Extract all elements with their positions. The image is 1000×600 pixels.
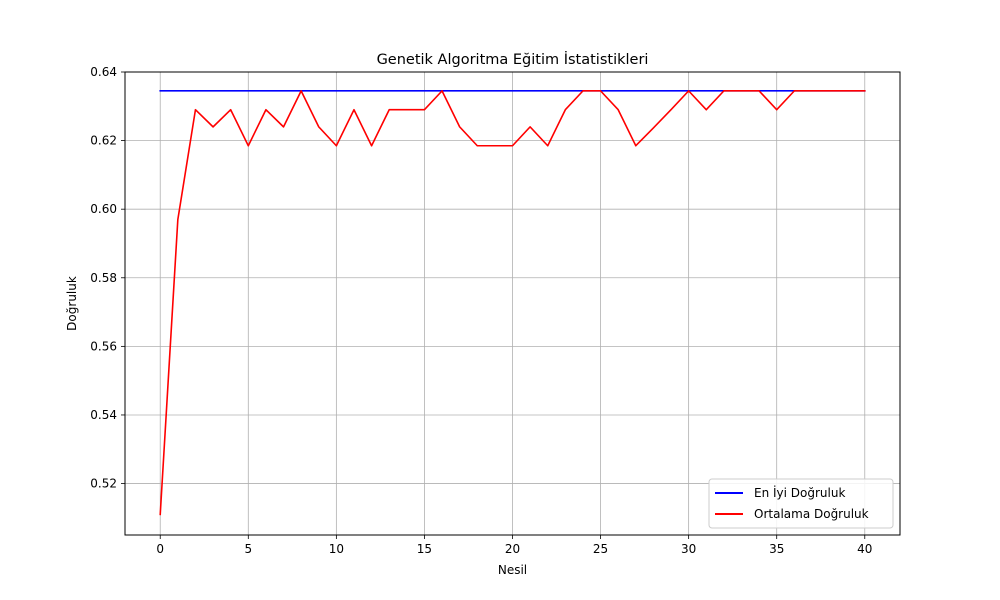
x-tick-label: 20: [505, 542, 520, 556]
y-axis-label: Doğruluk: [65, 276, 79, 331]
x-axis-label: Nesil: [498, 563, 527, 577]
y-tick-label: 0.52: [90, 477, 117, 491]
y-tick-label: 0.56: [90, 339, 117, 353]
y-tick-label: 0.58: [90, 271, 117, 285]
x-tick-label: 15: [417, 542, 432, 556]
y-tick-label: 0.62: [90, 134, 117, 148]
y-tick-label: 0.60: [90, 202, 117, 216]
legend: En İyi Doğruluk Ortalama Doğruluk: [708, 478, 894, 529]
x-tick-label: 25: [593, 542, 608, 556]
x-tick-label: 40: [857, 542, 872, 556]
y-tick-label: 0.64: [90, 65, 117, 79]
ticks: 0 5 10 15 20 25 30 35 40 0.52 0.54 0.56 0.58 0.60 0.62…: [90, 65, 872, 556]
series-line-average: [159, 90, 866, 516]
legend-box: [708, 478, 894, 529]
y-tick-label: 0.54: [90, 408, 117, 422]
x-tick-label: 35: [769, 542, 784, 556]
legend-label-best: En İyi Doğruluk: [754, 485, 845, 500]
x-tick-label: 30: [681, 542, 696, 556]
legend-label-average: Ortalama Doğruluk: [754, 507, 869, 521]
chart-title: Genetik Algoritma Eğitim İstatistikleri: [377, 50, 649, 68]
x-tick-label: 0: [156, 542, 164, 556]
x-tick-label: 5: [244, 542, 252, 556]
x-tick-label: 10: [329, 542, 344, 556]
series-layer: [159, 90, 866, 516]
